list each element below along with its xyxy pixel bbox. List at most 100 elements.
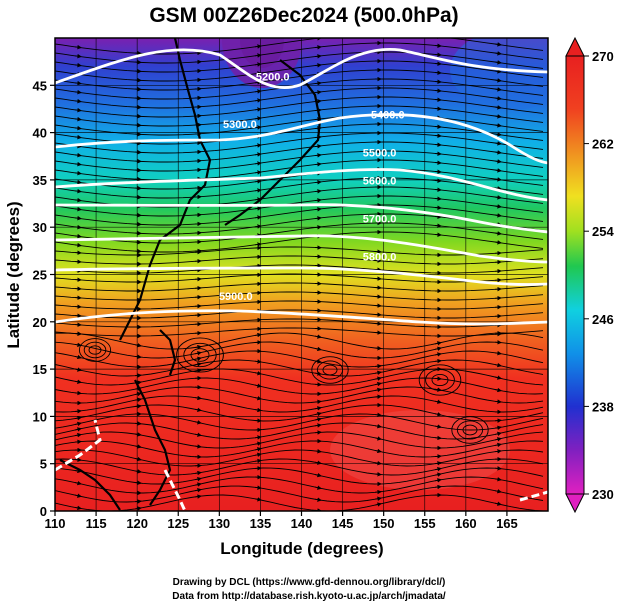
stream-arrow (74, 505, 82, 511)
stream-arrow (74, 152, 82, 158)
stream-arrow (434, 52, 442, 57)
stream-arrow (254, 206, 262, 211)
stream-arrow (494, 150, 502, 155)
colorbar-tick-label: 270 (592, 49, 614, 64)
stream-arrow (74, 439, 82, 445)
stream-eddy (418, 364, 462, 396)
stream-arrow (494, 159, 502, 164)
y-tick-label: 30 (33, 220, 47, 235)
y-axis-title: Latitude (degrees) (4, 201, 23, 348)
stream-arrow (494, 442, 502, 448)
stream-arrow (314, 346, 322, 352)
stream-arrow (314, 448, 322, 454)
colorbar: 230 238 246 254 262 270 (565, 36, 614, 514)
height-contours (55, 47, 548, 326)
y-axis-ticks: 0 5 10 15 20 25 30 35 40 45 (33, 78, 55, 519)
stream-arrow (494, 240, 502, 245)
stream-arrow (374, 370, 382, 376)
stream-arrow (254, 332, 262, 338)
stream-arrow (254, 170, 262, 175)
stream-arrow (74, 480, 82, 486)
map-title: GSM 00Z26Dec2024 (500.0hPa) (149, 4, 458, 27)
stream-arrow (254, 441, 262, 446)
stream-arrow (314, 63, 322, 68)
stream-arrow (434, 88, 442, 93)
stream-arrow (434, 478, 442, 483)
x-tick-label: 120 (126, 516, 148, 531)
contour-5700 (55, 266, 548, 286)
x-tick-label: 135 (250, 516, 272, 531)
stream-arrow (254, 116, 262, 121)
stream-arrow (494, 418, 502, 423)
stream-arrow (437, 38, 442, 39)
stream-arrow (434, 223, 442, 228)
stream-arrow (74, 409, 82, 414)
stream-arrow (494, 399, 502, 404)
contour-labels: 5200.0 5300.0 5400.0 5500.0 5600.0 5700.0 5800… (219, 72, 405, 303)
contour-5600 (55, 234, 548, 264)
stream-arrow (494, 204, 502, 209)
stream-arrow (434, 461, 442, 466)
stream-arrow (314, 81, 322, 86)
stream-arrow (314, 430, 322, 435)
stream-arrow (434, 160, 442, 165)
stream-arrow (254, 152, 262, 157)
stream-arrow (74, 197, 82, 203)
stream-arrow (314, 472, 322, 478)
colorbar-top-arrow (565, 36, 585, 57)
stream-arrow (194, 470, 202, 476)
stream-arrow (494, 186, 502, 191)
stream-arrow (194, 362, 202, 367)
stream-arrow (194, 351, 202, 356)
japan-coast (224, 59, 322, 226)
stream-arrow (254, 452, 262, 458)
stream-arrow (74, 342, 82, 348)
stream-arrow (194, 482, 202, 487)
colorbar-bar (565, 55, 585, 495)
stream-arrow (494, 168, 502, 173)
stream-arrow (254, 98, 262, 103)
stream-arrow (494, 425, 502, 431)
x-tick-label: 140 (291, 516, 313, 531)
stream-arrow (434, 232, 442, 237)
y-tick-label: 5 (40, 457, 47, 472)
southwest-coast (59, 459, 121, 511)
y-tick-label: 45 (33, 78, 47, 93)
stream-eddy (78, 338, 112, 362)
stream-arrow (134, 432, 142, 437)
stream-arrow (74, 421, 82, 427)
stream-arrow (74, 44, 82, 50)
stream-arrow (374, 496, 382, 501)
stream-arrow (74, 354, 82, 360)
stream-arrow (434, 352, 442, 357)
x-tick-label: 145 (332, 516, 354, 531)
stream-arrow (494, 195, 502, 200)
stream-arrow (254, 179, 262, 184)
dashed-contour-east (519, 490, 548, 502)
stream-eddy (176, 337, 224, 373)
stream-arrow (374, 472, 382, 477)
stream-arrow (194, 420, 202, 425)
stream-arrow (254, 89, 262, 94)
stream-eddy (451, 416, 489, 444)
stream-arrow (74, 468, 82, 474)
stream-arrow (374, 412, 382, 418)
stream-arrow (494, 87, 502, 92)
stream-arrow (314, 162, 322, 167)
stream-arrow (374, 394, 382, 399)
stream-arrow (314, 180, 322, 185)
stream-arrow (74, 161, 82, 167)
stream-arrow (494, 213, 502, 218)
stream-arrow (314, 45, 322, 50)
dashed-contour-west (55, 419, 102, 472)
stream-arrow (254, 407, 262, 413)
stream-arrow (434, 346, 442, 351)
stream-arrow (434, 133, 442, 138)
stream-eddy (462, 424, 478, 436)
stream-arrow (494, 231, 502, 236)
stream-arrow (494, 105, 502, 110)
stream-arrow (194, 395, 202, 401)
contour-label: 5500.0 (363, 147, 397, 159)
stream-arrow (74, 379, 82, 384)
